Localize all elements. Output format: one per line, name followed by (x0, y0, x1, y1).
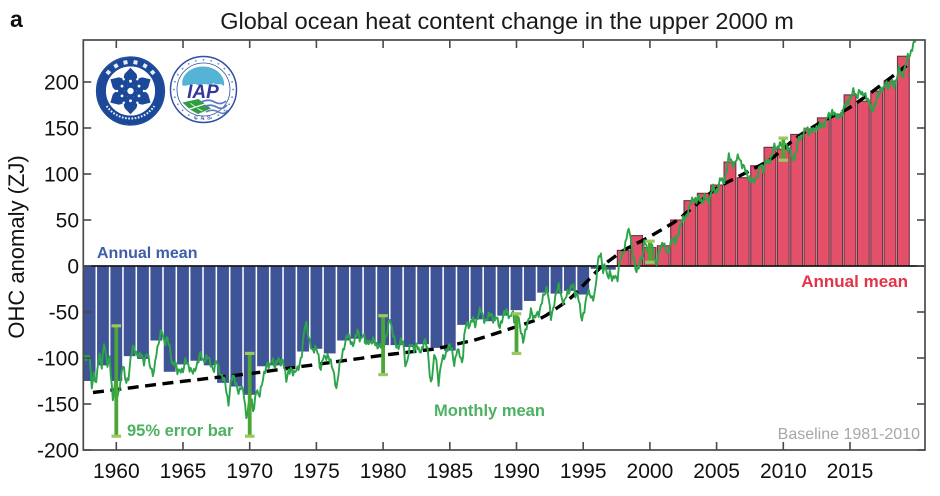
svg-text:1965: 1965 (160, 460, 207, 483)
svg-text:Annual mean: Annual mean (801, 272, 908, 291)
svg-text:1995: 1995 (560, 460, 607, 483)
svg-text:2010: 2010 (760, 460, 807, 483)
svg-text:0: 0 (67, 256, 79, 279)
svg-text:-200: -200 (37, 440, 79, 463)
svg-text:50: 50 (56, 210, 79, 233)
svg-text:2000: 2000 (627, 460, 674, 483)
svg-text:Monthly mean: Monthly mean (434, 402, 545, 420)
svg-text:200: 200 (44, 72, 79, 95)
svg-text:95% error bar: 95% error bar (127, 422, 234, 440)
svg-text:IAP: IAP (187, 82, 219, 103)
svg-text:100: 100 (44, 164, 79, 187)
svg-text:Baseline 1981-2010: Baseline 1981-2010 (778, 426, 920, 443)
svg-text:1985: 1985 (426, 460, 473, 483)
svg-text:Global ocean heat content chan: Global ocean heat content change in the … (220, 8, 794, 34)
svg-text:CAS: CAS (194, 116, 213, 122)
svg-text:150: 150 (44, 118, 79, 141)
svg-text:a: a (10, 6, 23, 32)
svg-text:-100: -100 (37, 348, 79, 371)
svg-text:Annual mean: Annual mean (97, 245, 197, 262)
svg-text:-50: -50 (49, 302, 79, 325)
svg-text:2005: 2005 (693, 460, 740, 483)
svg-text:2015: 2015 (827, 460, 874, 483)
svg-text:1975: 1975 (293, 460, 340, 483)
svg-text:-150: -150 (37, 394, 79, 417)
svg-text:OHC anomaly (ZJ): OHC anomaly (ZJ) (4, 155, 29, 338)
svg-text:1980: 1980 (360, 460, 407, 483)
svg-text:1990: 1990 (493, 460, 540, 483)
svg-text:1970: 1970 (226, 460, 273, 483)
svg-text:1960: 1960 (93, 460, 140, 483)
